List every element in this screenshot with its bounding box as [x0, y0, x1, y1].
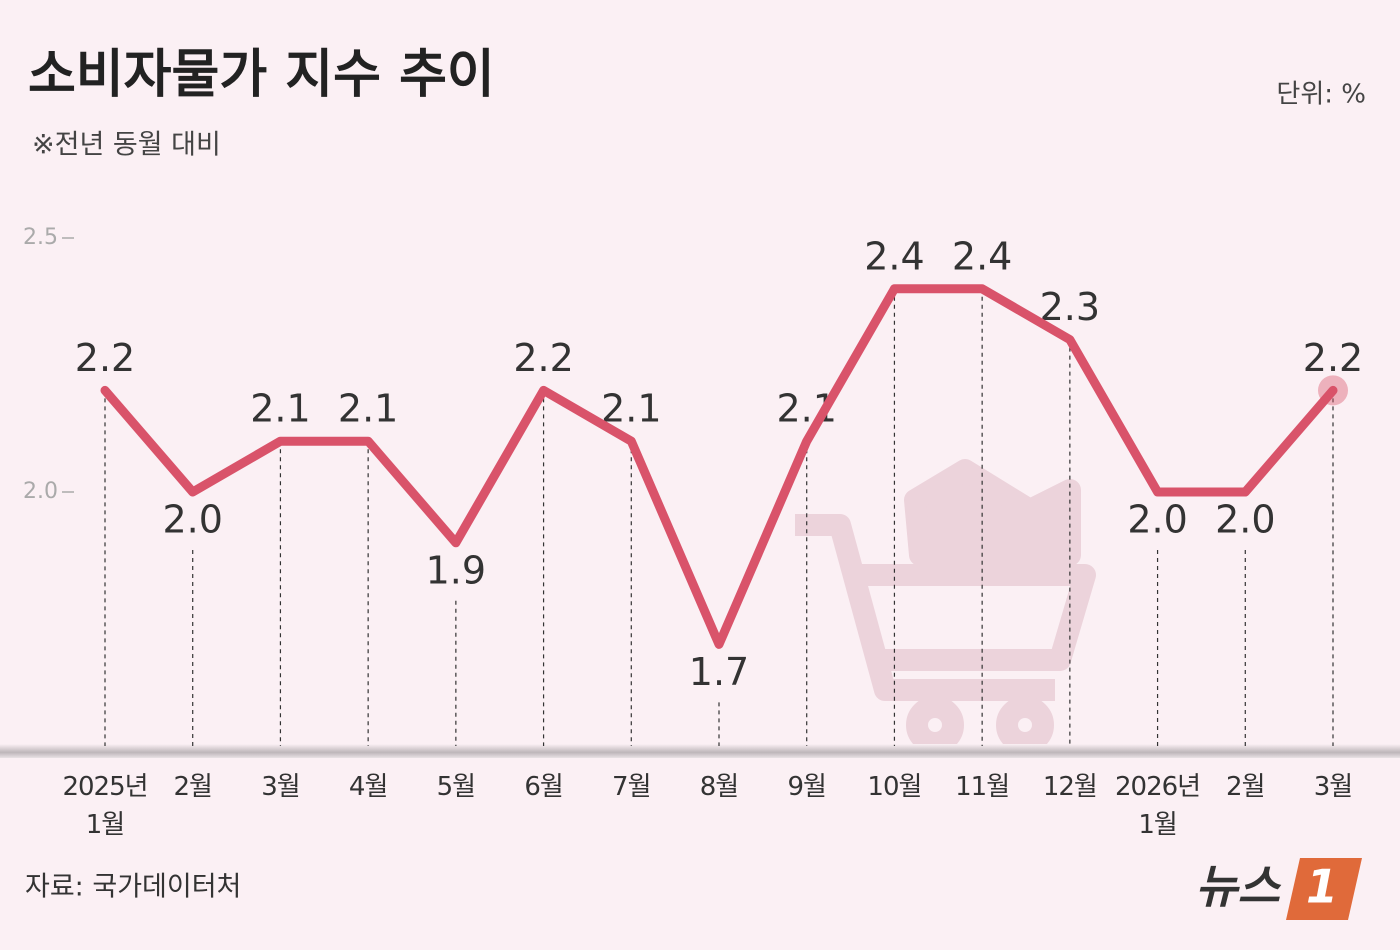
x-tick-label: 11월 [955, 772, 1010, 802]
chart-title: 소비자물가 지수 추이 [28, 45, 495, 105]
x-tick-label: 5월 [436, 772, 476, 802]
x-tick-label: 7월 [612, 772, 651, 802]
data-label: 2.1 [601, 387, 661, 431]
line-series [100, 284, 1338, 649]
data-label: 2.0 [1127, 498, 1187, 542]
data-label: 2.1 [250, 387, 310, 431]
x-tick-label: 9월 [787, 772, 826, 802]
x-tick-label: 2월 [173, 772, 212, 802]
x-tick-label: 2026년 1월 [1115, 772, 1201, 840]
x-tick-label: 3월 [261, 772, 300, 802]
baseline [0, 744, 1400, 758]
x-tick-label: 2월 [1226, 772, 1265, 802]
y-tick-label: 2.0 [23, 479, 58, 504]
highlight-point [1318, 375, 1348, 406]
x-tick-label: 12월 [1042, 772, 1098, 802]
logo-text: 뉴스 [1195, 860, 1281, 914]
data-label: 1.9 [426, 548, 486, 592]
source: 자료: 국가데이터처 [25, 872, 241, 903]
x-tick-label: 10월 [867, 772, 922, 802]
data-label: 2.4 [864, 234, 924, 278]
x-tick-label: 4월 [348, 772, 388, 802]
cart-icon [795, 459, 1096, 754]
data-label: 1.7 [689, 650, 749, 694]
data-label: 2.2 [75, 336, 135, 380]
logo-badge [1286, 858, 1362, 920]
data-label: 2.3 [1040, 285, 1100, 329]
x-tick-label: 2025년 1월 [62, 772, 148, 840]
logo-mark: 1 [1306, 860, 1338, 914]
x-tick-label: 8월 [699, 772, 739, 802]
x-tick-label: 3월 [1313, 772, 1353, 802]
unit-label: 단위: % [1276, 80, 1366, 110]
subtitle: ※전년 동월 대비 [32, 130, 221, 161]
data-label: 2.2 [513, 336, 573, 380]
data-label: 2.0 [1215, 498, 1275, 542]
data-label: 2.1 [338, 387, 398, 431]
x-tick-label: 6월 [524, 772, 563, 802]
y-tick-label: 2.5 [23, 225, 58, 250]
data-label: 2.4 [952, 234, 1012, 278]
data-label: 2.0 [162, 498, 222, 542]
data-label: 2.2 [1303, 336, 1363, 380]
